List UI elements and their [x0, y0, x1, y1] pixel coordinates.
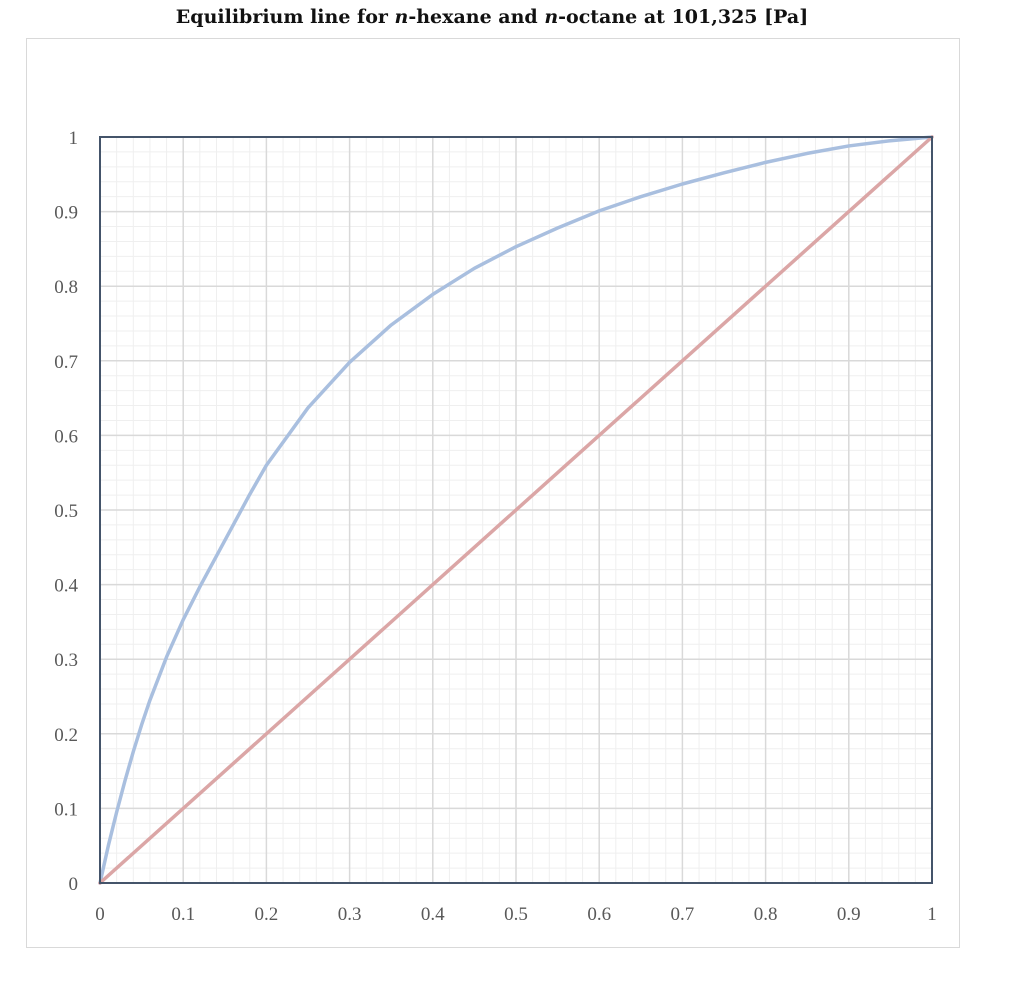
y-tick-label: 0.7	[54, 352, 78, 373]
y-tick-label: 0.1	[54, 799, 78, 820]
title-prefix: Equilibrium line for	[175, 6, 395, 28]
x-tick-label: 0.4	[421, 904, 445, 925]
chart-frame	[26, 38, 960, 948]
diagonal-line	[98, 135, 934, 885]
y-tick-label: 0	[69, 874, 79, 895]
plot-area-border	[99, 136, 933, 884]
y-tick-label: 0.4	[54, 576, 78, 597]
x-tick-label: 0.7	[671, 904, 695, 925]
y-tick-labels: 0 0.1 0.2 0.3 0.4 0.5 0.6 0.7 0.8 0.9 1	[54, 128, 78, 895]
x-tick-label: 0.3	[338, 904, 362, 925]
x-tick-label: 0.9	[837, 904, 861, 925]
y-tick-label: 0.3	[54, 650, 78, 671]
y-tick-label: 0.6	[54, 426, 78, 447]
y-tick-label: 0.9	[54, 203, 78, 224]
title-mid: -hexane and	[408, 6, 545, 28]
series-layer	[98, 135, 934, 885]
chart-title: Equilibrium line for n-hexane and n-octa…	[0, 6, 984, 28]
x-tick-label: 1	[927, 904, 937, 925]
title-italic-n1: n	[394, 6, 409, 28]
y-tick-label: 0.8	[54, 277, 78, 298]
x-tick-label: 0.5	[504, 904, 528, 925]
y-tick-label: 1	[69, 128, 79, 149]
x-tick-label: 0.6	[587, 904, 611, 925]
x-tick-label: 0.8	[754, 904, 778, 925]
x-tick-label: 0.1	[171, 904, 195, 925]
title-italic-n2: n	[544, 6, 559, 28]
x-tick-label: 0.2	[255, 904, 279, 925]
title-suffix: -octane at 101,325 [Pa]	[558, 6, 809, 28]
y-tick-label: 0.5	[54, 501, 78, 522]
y-tick-label: 0.2	[54, 725, 78, 746]
x-tick-labels: 0 0.1 0.2 0.3 0.4 0.5 0.6 0.7 0.8 0.9 1	[95, 904, 937, 925]
x-tick-label: 0	[95, 904, 105, 925]
equilibrium-curve	[98, 135, 934, 885]
